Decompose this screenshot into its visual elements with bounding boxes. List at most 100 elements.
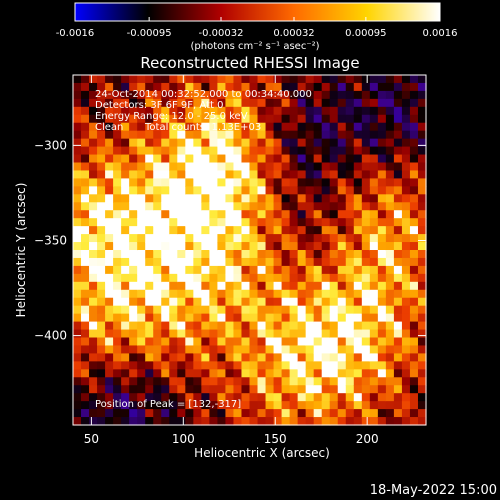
heatmap-cell xyxy=(321,361,331,370)
heatmap-cell xyxy=(417,210,427,219)
heatmap-cell xyxy=(265,202,275,211)
heatmap-cell xyxy=(193,353,202,362)
heatmap-cell xyxy=(289,273,299,283)
heatmap-cell xyxy=(113,226,122,235)
heatmap-cell xyxy=(385,90,395,100)
heatmap-cell xyxy=(225,210,235,219)
heatmap-cell xyxy=(177,106,186,116)
heatmap-cell xyxy=(417,337,427,347)
heatmap-cell xyxy=(385,409,395,418)
heatmap-cell xyxy=(257,146,267,156)
heatmap-cell xyxy=(345,305,355,315)
heatmap-cell xyxy=(169,122,178,132)
heatmap-cell xyxy=(97,138,106,148)
heatmap-cell xyxy=(369,385,379,394)
heatmap-cell xyxy=(409,82,419,92)
heatmap-cell xyxy=(297,75,307,84)
heatmap-cell xyxy=(385,210,395,219)
heatmap-cell xyxy=(89,170,98,180)
heatmap-cell xyxy=(145,202,154,211)
heatmap-cell xyxy=(137,393,146,402)
heatmap-cell xyxy=(185,337,194,347)
heatmap-cell xyxy=(313,218,323,227)
heatmap-cell xyxy=(305,194,315,203)
heatmap-cell xyxy=(161,114,170,124)
heatmap-cell xyxy=(177,82,186,92)
heatmap-cell xyxy=(249,234,259,243)
heatmap-cell xyxy=(265,130,275,140)
heatmap-cell xyxy=(89,146,98,156)
heatmap-cell xyxy=(217,178,227,187)
heatmap-cell xyxy=(297,242,307,251)
heatmap-cell xyxy=(89,321,98,331)
heatmap-cell xyxy=(305,353,315,362)
heatmap-cell xyxy=(417,114,427,124)
heatmap-cell xyxy=(409,401,419,410)
heatmap-cell xyxy=(137,130,146,140)
heatmap-cell xyxy=(289,337,299,347)
heatmap-cell xyxy=(321,122,331,132)
heatmap-cell xyxy=(305,218,315,227)
heatmap-cell xyxy=(305,82,315,92)
heatmap-cell xyxy=(289,162,299,172)
heatmap-cell xyxy=(409,297,419,307)
heatmap-cell xyxy=(217,417,227,426)
heatmap-cell xyxy=(409,250,419,259)
heatmap-cell xyxy=(289,401,299,410)
heatmap-cell xyxy=(401,218,411,227)
heatmap-cell xyxy=(385,385,395,394)
heatmap-cell xyxy=(385,257,395,267)
heatmap-cell xyxy=(217,170,227,180)
heatmap-cell xyxy=(129,82,138,92)
heatmap-cell xyxy=(361,361,371,370)
heatmap-cell xyxy=(345,218,355,227)
heatmap-cell xyxy=(233,122,243,132)
heatmap-cell xyxy=(393,409,403,418)
heatmap-cell xyxy=(369,210,379,219)
heatmap-cell xyxy=(345,154,355,164)
heatmap-cell xyxy=(129,265,138,275)
heatmap-cell xyxy=(289,377,299,386)
heatmap-cell xyxy=(225,273,235,283)
heatmap-cell xyxy=(97,329,106,339)
heatmap-cell xyxy=(313,178,323,187)
heatmap-cell xyxy=(409,114,419,124)
heatmap-cell xyxy=(329,345,339,355)
heatmap-cell xyxy=(89,417,98,426)
heatmap-cell xyxy=(393,321,403,331)
heatmap-cell xyxy=(145,75,154,84)
heatmap-cell xyxy=(153,265,162,275)
heatmap-cell xyxy=(417,146,427,156)
heatmap-cell xyxy=(377,138,387,148)
heatmap-cell xyxy=(81,90,90,100)
heatmap-cell xyxy=(273,210,283,219)
heatmap-cell xyxy=(161,90,170,100)
heatmap-cell xyxy=(345,409,355,418)
heatmap-cell xyxy=(257,313,267,323)
heatmap-cell xyxy=(121,186,130,195)
heatmap-cell xyxy=(329,146,339,156)
heatmap-cell xyxy=(393,361,403,370)
heatmap-cell xyxy=(377,385,387,394)
heatmap-cell xyxy=(377,202,387,211)
heatmap-cell xyxy=(233,297,243,307)
heatmap-cell xyxy=(305,321,315,331)
heatmap-cell xyxy=(321,250,331,259)
heatmap-cell xyxy=(329,138,339,148)
heatmap-cell xyxy=(105,82,114,92)
heatmap-cell xyxy=(217,353,227,362)
heatmap-cell xyxy=(249,170,259,180)
heatmap-cell xyxy=(345,377,355,386)
heatmap-cell xyxy=(377,305,387,315)
heatmap-cell xyxy=(81,130,90,140)
heatmap-cell xyxy=(121,393,130,402)
heatmap-cell xyxy=(145,353,154,362)
heatmap-cell xyxy=(417,218,427,227)
heatmap-cell xyxy=(337,154,347,164)
heatmap-cell xyxy=(265,313,275,323)
colorbar-tick-label: -0.0016 xyxy=(56,28,95,39)
heatmap-cell xyxy=(217,409,227,418)
heatmap-cell xyxy=(169,273,178,283)
heatmap-cell xyxy=(249,369,259,378)
heatmap-cell xyxy=(249,162,259,172)
